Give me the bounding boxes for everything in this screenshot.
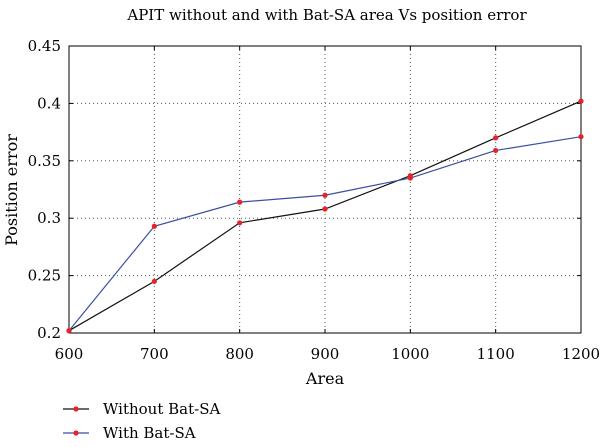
- x-tick-label: 600: [55, 345, 84, 363]
- series-2-point: [578, 134, 584, 140]
- x-axis-label: Area: [305, 369, 345, 388]
- x-tick-label: 1100: [477, 345, 515, 363]
- x-tick-label: 800: [225, 345, 254, 363]
- series-1-point: [493, 135, 499, 141]
- series-1-point: [322, 206, 328, 212]
- x-tick-label: 900: [311, 345, 340, 363]
- x-axis-ticks: 600 700 800 900 1000 1100 1200: [55, 46, 600, 363]
- y-tick-label: 0.4: [37, 94, 61, 112]
- series-layer: [66, 98, 584, 334]
- legend: Without Bat-SA With Bat-SA: [63, 400, 220, 442]
- series-2-point: [237, 199, 243, 205]
- series-1-point: [578, 98, 584, 104]
- legend-label: With Bat-SA: [103, 424, 196, 442]
- grid-lines: [69, 46, 581, 333]
- plot-frame: [68, 45, 582, 334]
- series-1-point: [151, 278, 157, 284]
- series-2-point: [407, 175, 413, 181]
- y-axis-ticks: 0.2 0.25 0.3 0.35 0.4 0.45: [28, 37, 581, 342]
- y-tick-label: 0.35: [28, 152, 61, 170]
- y-tick-label: 0.3: [37, 209, 61, 227]
- series-2-point: [66, 328, 72, 334]
- legend-label: Without Bat-SA: [103, 400, 220, 418]
- chart-title: APIT without and with Bat-SA area Vs pos…: [126, 6, 527, 24]
- series-line-2: [68, 136, 582, 332]
- y-axis-label: Position error: [2, 134, 21, 246]
- x-tick-label: 700: [140, 345, 169, 363]
- y-tick-label: 0.2: [37, 324, 61, 342]
- y-tick-label: 0.25: [28, 267, 61, 285]
- series-2-point: [151, 223, 157, 229]
- legend-swatch-marker: [73, 430, 79, 436]
- x-tick-label: 1000: [391, 345, 429, 363]
- y-tick-label: 0.45: [28, 37, 61, 55]
- series-2-point: [322, 192, 328, 198]
- x-tick-label: 1200: [562, 345, 600, 363]
- series-line-1: [68, 100, 582, 332]
- legend-swatch-marker: [73, 406, 79, 412]
- series-2-point: [493, 147, 499, 154]
- series-1-point: [237, 220, 243, 226]
